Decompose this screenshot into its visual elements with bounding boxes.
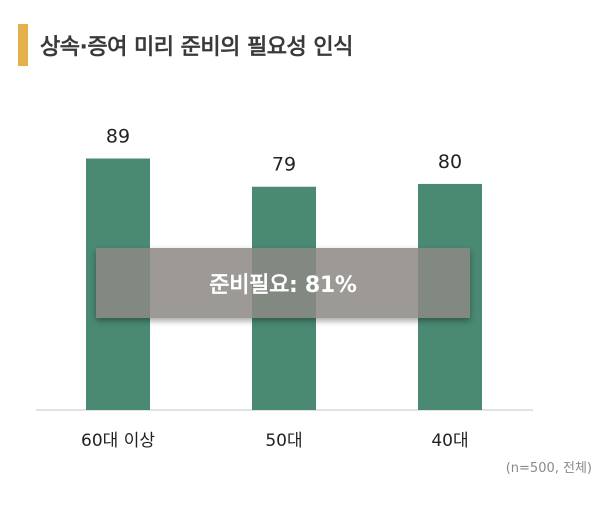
data-label-3: 80 bbox=[438, 151, 462, 173]
summary-badge: 준비필요: 81% bbox=[96, 248, 470, 318]
data-label-2: 79 bbox=[272, 154, 296, 176]
title-text: 상속·증여 미리 준비의 필요성 인식 bbox=[40, 35, 353, 60]
category-label-1: 60대 이상 bbox=[81, 431, 155, 451]
title-accent-bar bbox=[18, 24, 28, 66]
data-label-1: 89 bbox=[106, 125, 130, 147]
chart-title: 상속·증여 미리 준비의 필요성 인식 bbox=[18, 24, 353, 66]
sample-note: (n=500, 전체) bbox=[505, 461, 592, 476]
category-label-2: 50대 bbox=[265, 431, 302, 451]
category-label-3: 40대 bbox=[431, 431, 468, 451]
